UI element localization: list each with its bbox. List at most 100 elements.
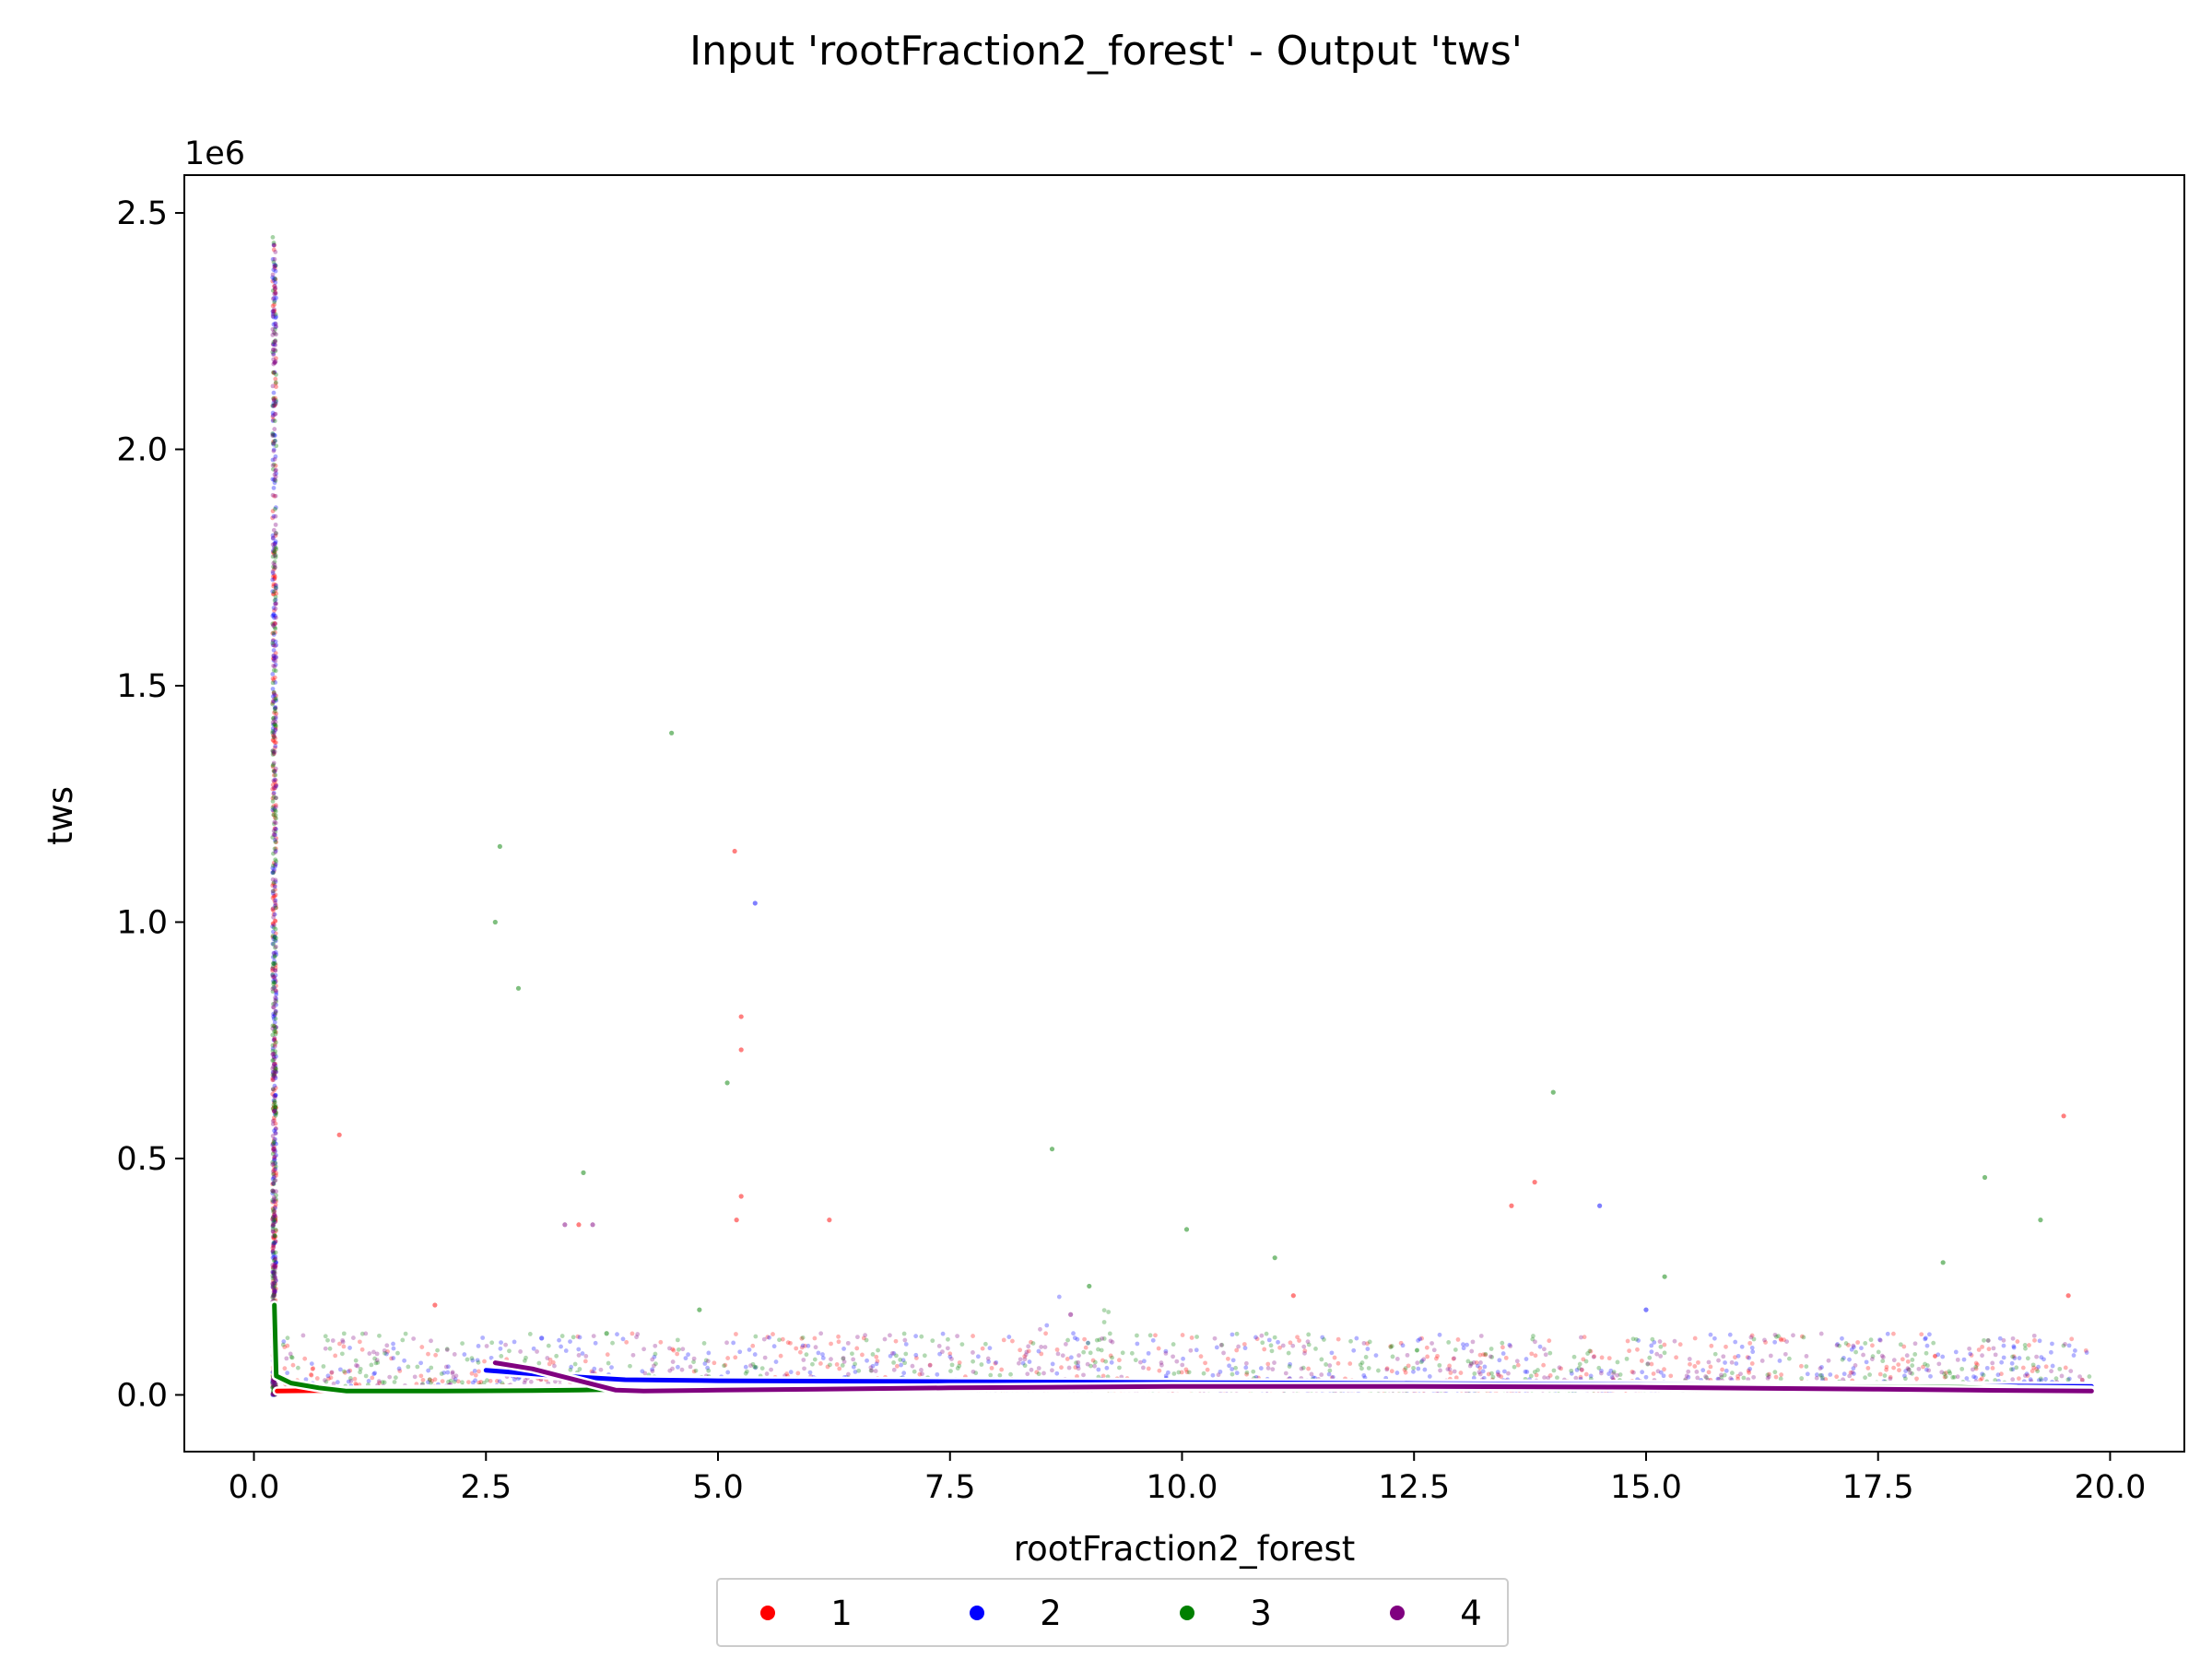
scatter-point — [271, 733, 276, 738]
scatter-point — [920, 1371, 924, 1377]
scatter-point — [273, 1105, 278, 1111]
outlier-point — [752, 900, 758, 906]
scatter-point — [1508, 1344, 1513, 1348]
scatter-point — [1034, 1370, 1040, 1375]
scatter-point — [274, 601, 279, 606]
scatter-point — [2012, 1356, 2018, 1361]
scatter-point — [272, 427, 277, 431]
scatter-point — [272, 1088, 276, 1093]
scatter-point — [2031, 1365, 2037, 1371]
scatter-point — [273, 795, 278, 801]
scatter-point — [271, 1271, 276, 1276]
scatter-point — [1609, 1374, 1615, 1380]
scatter-point — [271, 1054, 276, 1060]
scatter-point — [272, 1212, 277, 1217]
scatter-point — [272, 403, 276, 408]
scatter-point — [271, 277, 276, 283]
scatter-point — [2022, 1373, 2028, 1378]
scatter-point — [1481, 1352, 1486, 1358]
scatter-point — [986, 1359, 991, 1364]
scatter-point — [1855, 1340, 1861, 1345]
scatter-point — [453, 1377, 458, 1382]
scatter-point — [273, 803, 278, 808]
scatter-point — [273, 276, 278, 282]
scatter-point — [900, 1358, 906, 1363]
scatter-point — [270, 1224, 276, 1230]
scatter-point — [1630, 1336, 1636, 1342]
scatter-point — [270, 431, 276, 436]
scatter-point — [919, 1368, 924, 1372]
scatter-point — [273, 705, 278, 711]
scatter-point — [1942, 1374, 1947, 1380]
scatter-point — [1265, 1366, 1271, 1371]
scatter-point — [1924, 1367, 1929, 1372]
scatter-point — [272, 265, 277, 271]
scatter-point — [1863, 1341, 1868, 1346]
scatter-point — [270, 509, 276, 513]
scatter-point — [2038, 1376, 2043, 1382]
scatter-point — [1446, 1340, 1452, 1345]
scatter-point — [482, 1359, 487, 1364]
outlier-point — [432, 1302, 438, 1308]
scatter-point — [1415, 1347, 1420, 1353]
scatter-point — [348, 1378, 354, 1383]
scatter-point — [273, 324, 278, 330]
scatter-point — [979, 1362, 984, 1367]
scatter-point — [856, 1368, 862, 1373]
scatter-point — [812, 1357, 818, 1362]
scatter-point — [272, 1230, 276, 1236]
scatter-point — [898, 1357, 903, 1362]
scatter-point — [271, 950, 276, 956]
scatter-point — [1088, 1350, 1093, 1356]
scatter-point — [1818, 1366, 1823, 1371]
scatter-point — [273, 606, 278, 611]
scatter-point — [1287, 1364, 1292, 1369]
scatter-point — [1184, 1370, 1190, 1375]
scatter-point — [271, 791, 276, 796]
scatter-point — [273, 553, 278, 558]
scatter-point — [1029, 1339, 1033, 1345]
scatter-point — [845, 1340, 851, 1346]
scatter-point — [274, 1228, 278, 1233]
scatter-point — [1995, 1372, 2001, 1378]
scatter-point — [1910, 1358, 1915, 1362]
scatter-point — [1763, 1340, 1768, 1345]
scatter-point — [1661, 1373, 1666, 1379]
scatter-point — [836, 1334, 841, 1339]
scatter-point — [910, 1363, 915, 1369]
outlier-point — [1509, 1203, 1514, 1208]
scatter-point — [272, 691, 276, 697]
scatter-point — [270, 795, 276, 801]
scatter-point — [270, 413, 276, 418]
scatter-point — [725, 1370, 731, 1375]
scatter-point — [1639, 1359, 1644, 1363]
scatter-point — [1351, 1347, 1357, 1353]
scatter-point — [1969, 1353, 1974, 1358]
scatter-point — [270, 433, 276, 438]
scatter-point — [1686, 1374, 1691, 1380]
scatter-point — [982, 1341, 988, 1347]
scatter-point — [285, 1371, 290, 1376]
outlier-point — [604, 1331, 609, 1336]
scatter-point — [1542, 1375, 1547, 1381]
scatter-point — [693, 1368, 699, 1373]
scatter-point — [271, 564, 276, 570]
scatter-point — [347, 1346, 352, 1350]
scatter-point — [270, 966, 276, 971]
scatter-point — [1658, 1370, 1664, 1375]
scatter-point — [272, 302, 277, 307]
scatter-point — [273, 726, 278, 732]
scatter-point — [272, 826, 277, 831]
scatter-point — [273, 863, 277, 868]
scatter-point — [997, 1372, 1003, 1378]
scatter-point — [1424, 1345, 1430, 1350]
scatter-point — [1749, 1361, 1755, 1366]
scatter-point — [273, 439, 277, 443]
scatter-point — [1361, 1340, 1367, 1346]
scatter-point — [1233, 1365, 1239, 1371]
scatter-point — [418, 1360, 424, 1366]
scatter-point — [889, 1350, 895, 1356]
scatter-point — [271, 1252, 276, 1256]
scatter-point — [1672, 1338, 1677, 1344]
